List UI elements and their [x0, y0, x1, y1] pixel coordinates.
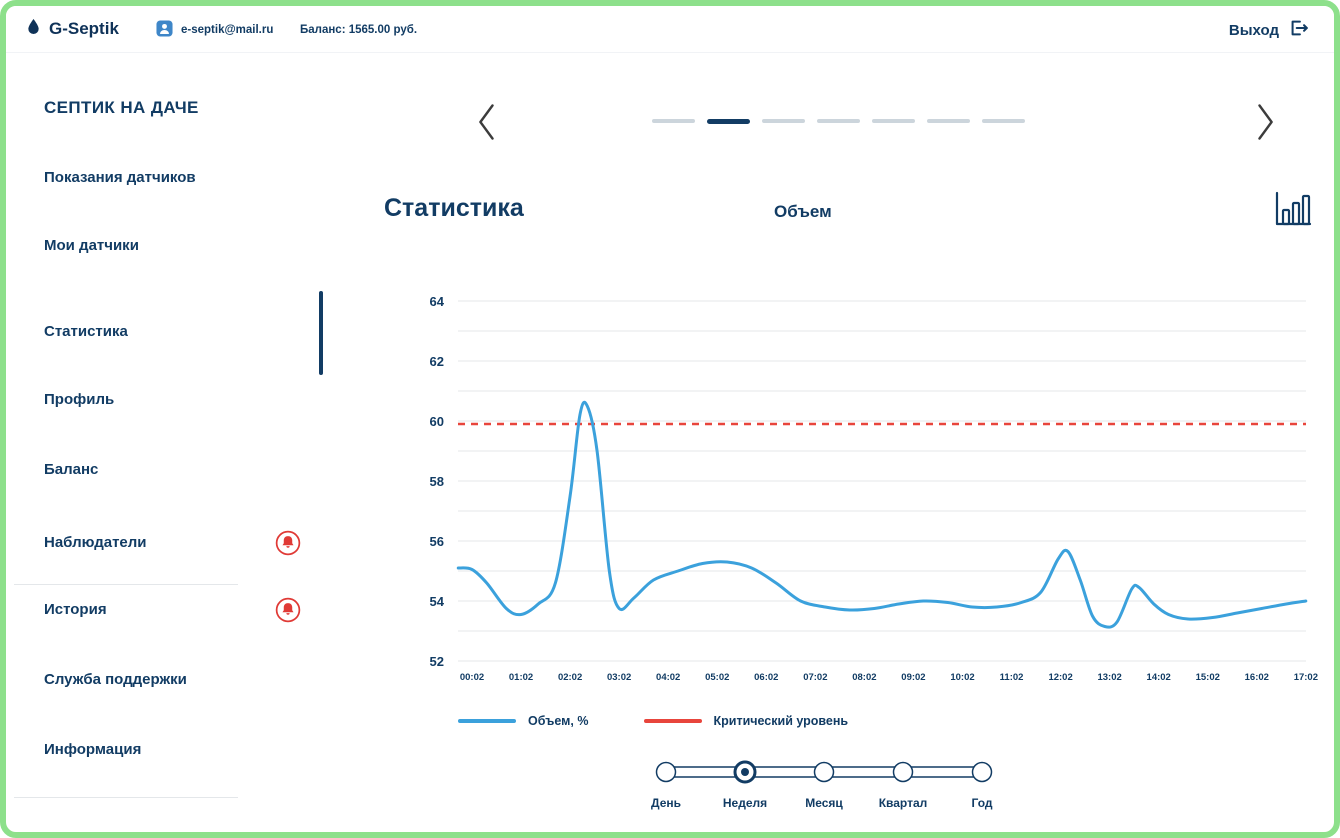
sidebar-item-label: Информация — [44, 741, 142, 758]
range-label-Год[interactable]: Год — [972, 796, 993, 810]
range-stop-dot — [741, 768, 749, 776]
carousel-dash-3[interactable] — [817, 119, 860, 123]
svg-text:14:02: 14:02 — [1147, 672, 1171, 683]
x-axis-labels: 00:02 01:02 02:02 03:02 04:02 05:02 06:02 07:02… — [460, 672, 1318, 683]
svg-text:11:02: 11:02 — [1000, 672, 1024, 683]
carousel-dash-1[interactable] — [707, 118, 750, 124]
range-stop-Год[interactable] — [971, 761, 993, 783]
svg-text:05:02: 05:02 — [705, 672, 729, 683]
svg-text:07:02: 07:02 — [803, 672, 827, 683]
droplet-icon — [26, 17, 41, 41]
carousel-next-button[interactable] — [1254, 103, 1276, 146]
sidebar-item-history[interactable]: История — [44, 599, 107, 621]
svg-text:13:02: 13:02 — [1097, 672, 1121, 683]
sidebar-item-label: Статистика — [44, 323, 128, 340]
range-label-День[interactable]: День — [651, 796, 681, 810]
brand-name: G-Septik — [49, 19, 119, 38]
sidebar-item-observers[interactable]: Наблюдатели — [44, 532, 147, 554]
legend-volume-label: Объем, % — [528, 714, 589, 728]
svg-text:17:02: 17:02 — [1294, 672, 1318, 683]
sidebar-item-my-sensors[interactable]: Мои датчики — [44, 235, 139, 257]
carousel-dashes — [652, 118, 1025, 124]
svg-text:10:02: 10:02 — [950, 672, 974, 683]
sidebar-item-profile[interactable]: Профиль — [44, 389, 114, 411]
logout-label: Выход — [1228, 21, 1279, 39]
svg-text:08:02: 08:02 — [852, 672, 876, 683]
page-title: Статистика — [384, 194, 524, 222]
sidebar-item-support[interactable]: Служба поддержки — [44, 669, 187, 691]
svg-text:62: 62 — [430, 354, 444, 369]
legend-volume-swatch — [458, 719, 516, 723]
svg-text:06:02: 06:02 — [754, 672, 778, 683]
sidebar-item-label: Служба поддержки — [44, 671, 187, 688]
range-label-Месяц[interactable]: Месяц — [805, 796, 843, 810]
legend-critical-swatch — [643, 719, 702, 723]
sidebar-item-label: История — [44, 601, 107, 618]
sidebar-divider — [14, 797, 238, 798]
legend-critical-label: Критический уровень — [713, 714, 849, 728]
svg-text:00:02: 00:02 — [460, 672, 484, 683]
svg-text:03:02: 03:02 — [607, 672, 631, 683]
brand-logo[interactable]: G-Septik — [26, 17, 119, 41]
balance-text: Баланс: 1565.00 руб. — [300, 24, 418, 36]
sidebar-item-balance[interactable]: Баланс — [44, 459, 98, 481]
sidebar-item-label: Баланс — [44, 461, 99, 478]
sidebar-item-label: Показания датчиков — [44, 169, 196, 186]
sidebar-divider — [14, 584, 238, 585]
carousel-prev-button[interactable] — [476, 103, 498, 146]
sidebar-item-sensor-readings[interactable]: Показания датчиков — [44, 167, 196, 189]
y-axis-labels: 52 54 56 58 60 62 64 — [430, 294, 445, 669]
user-account[interactable]: e-septik@mail.ru — [156, 20, 273, 40]
device-title: СЕПТИК НА ДАЧЕ — [44, 98, 199, 117]
sidebar-item-label: Наблюдатели — [44, 534, 147, 551]
chart-legend: Объем, % Критический уровень — [458, 714, 848, 728]
top-bar: G-Septik e-septik@mail.ru Баланс: 1565.0… — [6, 6, 1334, 53]
range-stop-День[interactable] — [655, 761, 677, 783]
svg-text:52: 52 — [430, 654, 444, 669]
carousel-dash-0[interactable] — [652, 119, 695, 123]
sidebar-item-label: Профиль — [44, 391, 115, 408]
range-label-Квартал[interactable]: Квартал — [879, 796, 928, 810]
user-icon — [156, 20, 173, 40]
logout-icon — [1288, 17, 1310, 43]
svg-text:09:02: 09:02 — [901, 672, 925, 683]
logout-button[interactable]: Выход — [1229, 17, 1310, 43]
range-label-Неделя[interactable]: Неделя — [723, 796, 767, 810]
chart-gridlines — [458, 300, 1306, 662]
range-stop-Квартал[interactable] — [892, 761, 914, 783]
chart-subtitle: Объем — [774, 202, 832, 221]
svg-text:02:02: 02:02 — [558, 672, 582, 683]
svg-text:54: 54 — [430, 594, 445, 609]
bar-chart-icon[interactable] — [1270, 187, 1314, 236]
alert-bell-icon[interactable] — [275, 530, 301, 556]
svg-text:16:02: 16:02 — [1245, 672, 1269, 683]
svg-text:04:02: 04:02 — [656, 672, 680, 683]
carousel-dash-5[interactable] — [927, 119, 970, 123]
range-slider[interactable]: День Неделя Месяц Квартал Год — [646, 756, 1002, 818]
svg-text:56: 56 — [430, 534, 444, 549]
sidebar-item-information[interactable]: Информация — [44, 739, 141, 761]
carousel-dash-2[interactable] — [762, 119, 805, 123]
svg-text:60: 60 — [430, 414, 444, 429]
alert-bell-icon[interactable] — [275, 597, 301, 623]
sidebar-item-label: Мои датчики — [44, 237, 139, 254]
active-item-indicator — [319, 291, 323, 375]
carousel-dash-6[interactable] — [982, 119, 1025, 123]
user-email: e-septik@mail.ru — [181, 24, 274, 36]
sidebar-item-statistics[interactable]: Статистика — [44, 321, 128, 343]
svg-text:01:02: 01:02 — [509, 672, 533, 683]
svg-text:15:02: 15:02 — [1196, 672, 1220, 683]
svg-text:58: 58 — [430, 474, 444, 489]
range-stop-Месяц[interactable] — [813, 761, 835, 783]
svg-text:12:02: 12:02 — [1048, 672, 1072, 683]
carousel-dash-4[interactable] — [872, 119, 915, 123]
volume-line — [456, 400, 1308, 629]
svg-text:64: 64 — [430, 294, 445, 309]
